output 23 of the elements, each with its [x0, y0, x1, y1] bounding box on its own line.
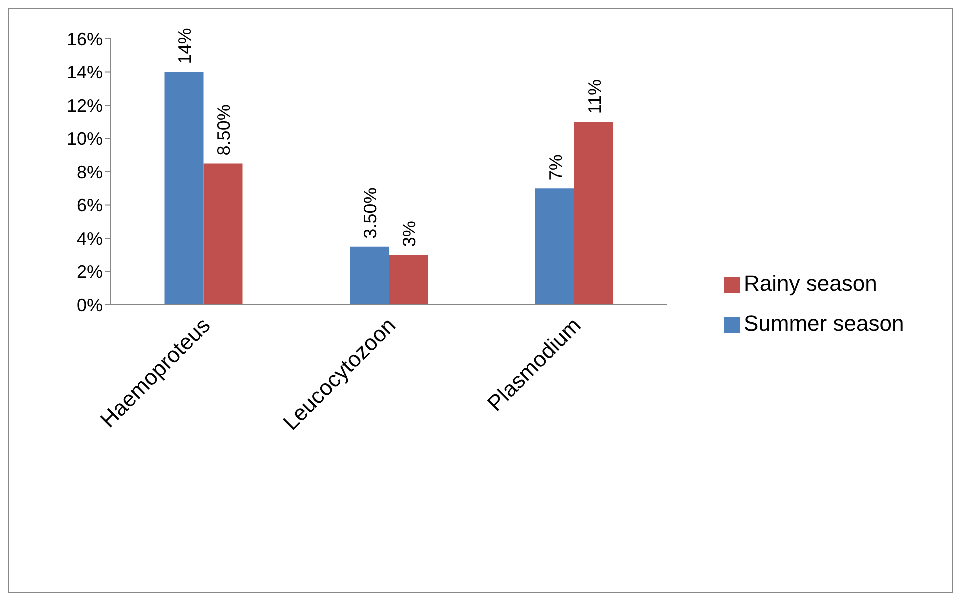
bar — [389, 255, 428, 305]
y-tick-label: 14% — [66, 62, 103, 83]
legend-label: Rainy season — [744, 271, 878, 296]
y-tick-label: 2% — [76, 262, 103, 282]
legend-label: Summer season — [744, 311, 904, 336]
y-tick-label: 10% — [66, 129, 103, 150]
y-tick-label: 6% — [76, 196, 103, 216]
data-label: 11% — [584, 79, 605, 114]
bar — [535, 188, 574, 305]
data-label: 14% — [175, 28, 196, 64]
bar — [574, 122, 614, 305]
bar — [204, 164, 243, 305]
y-tick-label: 4% — [76, 228, 103, 249]
y-tick-label: 0% — [76, 295, 103, 316]
y-tick-label: 12% — [66, 96, 103, 116]
data-label: 3.50% — [360, 188, 381, 239]
bar — [350, 246, 390, 305]
data-label: 8.50% — [214, 104, 234, 156]
data-label: 3% — [400, 221, 420, 248]
y-tick-label: 16% — [66, 29, 103, 50]
data-label: 7% — [546, 154, 566, 181]
bar — [164, 72, 204, 305]
y-tick-label: 8% — [76, 162, 103, 182]
